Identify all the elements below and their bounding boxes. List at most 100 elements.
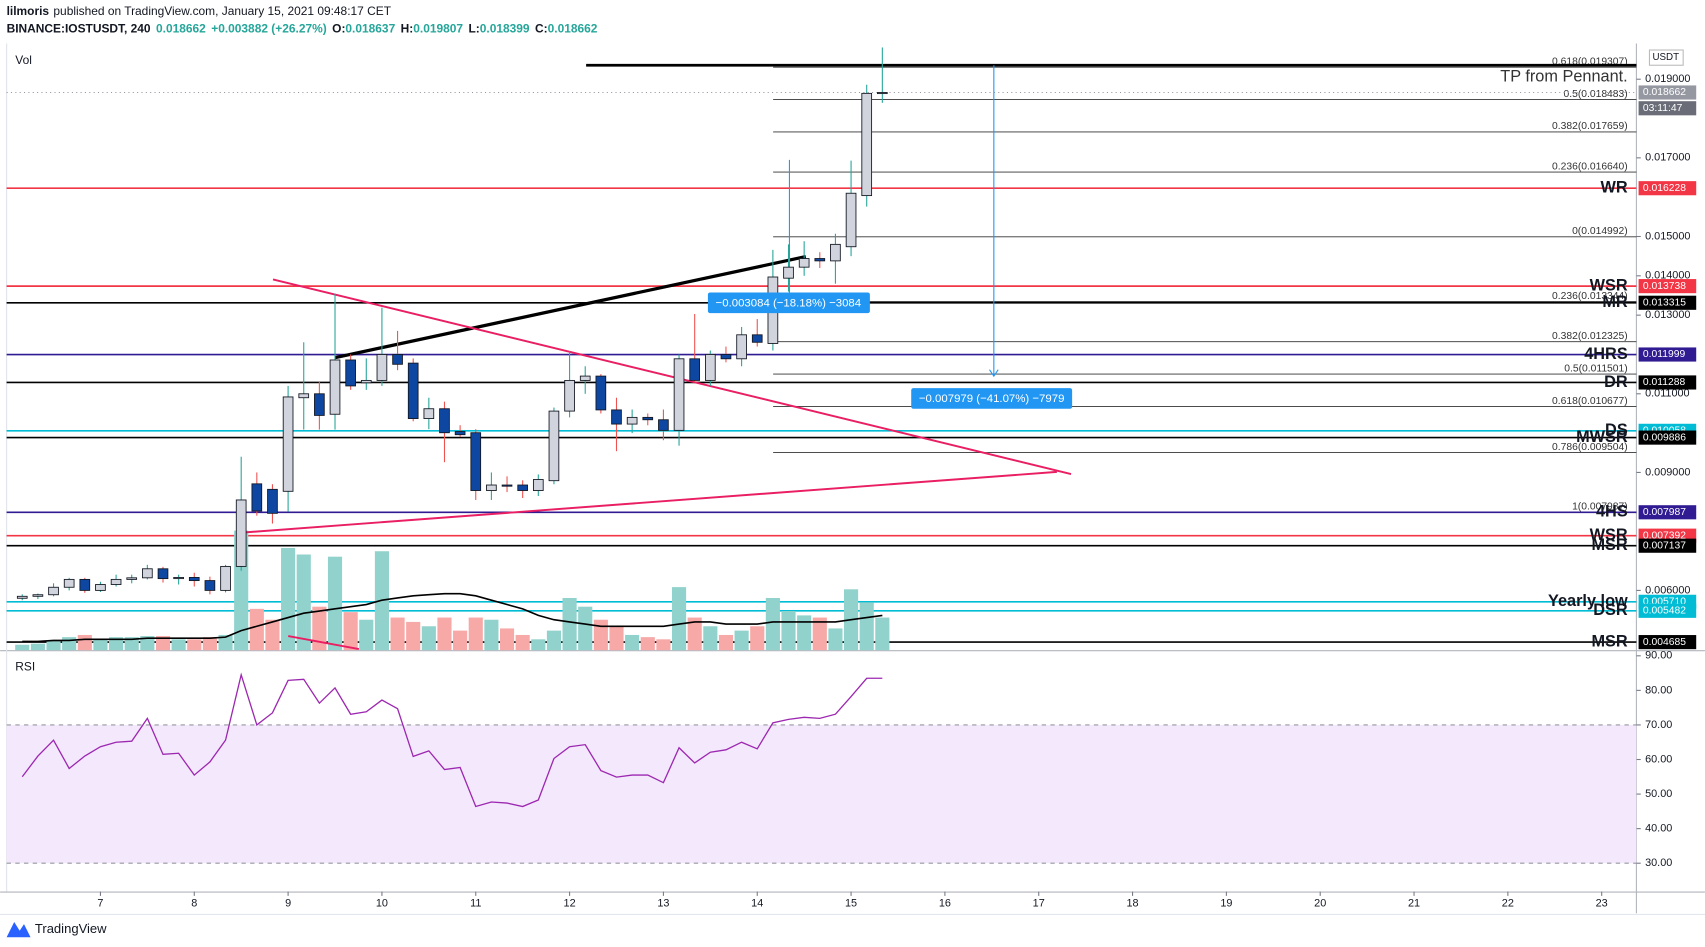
level-name: WSR (1590, 276, 1628, 294)
volume-bar (406, 621, 421, 651)
candle-body (486, 484, 497, 491)
volume-bar (531, 639, 546, 651)
candle-body (439, 408, 450, 434)
candle-body (188, 576, 200, 582)
candle-body (267, 488, 278, 514)
volume-bar (359, 619, 374, 651)
y-tick-label: 0.015000 (1645, 230, 1690, 242)
fib-label: 0.618(0.019307) (1552, 56, 1628, 67)
volume-bar (656, 639, 671, 651)
level-tag-label: 0.007987 (1643, 507, 1686, 518)
fib-label: 0.5(0.018483) (1563, 89, 1627, 100)
logo (6, 921, 31, 938)
candle-body (95, 584, 106, 591)
level-tag (1638, 181, 1697, 196)
level-tag-label: 0.013315 (1643, 297, 1686, 308)
candle-body (392, 354, 403, 365)
trend-line (288, 635, 360, 651)
y-tick-label: 50.00 (1645, 788, 1672, 800)
fib-label: 0.236(0.016640) (1552, 161, 1628, 172)
header-line: lilmoris published on TradingView.com, Ja… (7, 4, 392, 18)
candle-body (235, 499, 247, 567)
ohlc-value: 0.019807 (413, 22, 463, 36)
volume-bar (468, 617, 483, 651)
volume-bar (484, 619, 499, 651)
annotation: TP from Pennant. (1500, 68, 1627, 86)
fib-label: 0.382(0.012325) (1552, 331, 1628, 342)
x-tick-label: 18 (1127, 897, 1139, 909)
unit-box (1648, 49, 1684, 66)
y-tick-label: 0.017000 (1645, 152, 1690, 164)
level-tag-label: 0.013738 (1643, 281, 1686, 292)
candle-body (532, 479, 544, 491)
candle-body (282, 396, 294, 492)
level-tag-label: 0.016228 (1643, 183, 1686, 194)
volume-bar (187, 639, 202, 651)
level-name: DR (1604, 373, 1628, 391)
published: published on TradingView.com, January 15… (53, 4, 391, 18)
level-tag-label: 0.011288 (1643, 377, 1686, 388)
candle-body (736, 334, 747, 360)
last-price-label: 0.018662 (1643, 87, 1686, 98)
x-tick-label: 22 (1502, 897, 1514, 909)
volume-bar (687, 617, 702, 651)
candle-body (360, 379, 372, 384)
volume-bar (797, 615, 812, 651)
volume-bar (30, 643, 45, 651)
y-tick-label: 0.011000 (1645, 388, 1690, 400)
symbol: BINANCE:IOSTUSDT, 240 (7, 22, 151, 36)
candle-body (314, 393, 325, 416)
measure-arrow (989, 369, 999, 378)
level-name: MSR (1591, 536, 1627, 554)
x-tick-label: 20 (1314, 897, 1326, 909)
candle-body (814, 258, 826, 262)
candle-body (142, 568, 153, 579)
volume-bar (499, 628, 515, 651)
candle-body (454, 431, 466, 436)
candle-body (407, 362, 419, 420)
volume-bar (828, 628, 843, 651)
candle-body (877, 92, 888, 95)
candle-body (329, 359, 341, 415)
y-tick-label: 0.013000 (1645, 309, 1690, 321)
volume-bar (640, 637, 655, 651)
candle-body (220, 565, 231, 591)
price-axis-bg (1636, 43, 1705, 914)
drawings (240, 63, 1637, 651)
volume-bar (296, 554, 311, 651)
trend-line (240, 470, 1057, 534)
volume-bar (93, 639, 108, 651)
candle-body (611, 409, 622, 425)
pane-title: RSI (15, 660, 35, 674)
candle-body (470, 432, 482, 491)
trend-line (272, 278, 1072, 475)
volume-bar (124, 637, 139, 651)
volume-bar (609, 626, 624, 651)
y-tick-label: 90.00 (1645, 650, 1672, 662)
volume-bar (140, 636, 155, 651)
volume-bar (812, 617, 827, 651)
candle-body (517, 484, 528, 491)
x-tick-label: 9 (285, 897, 291, 909)
level-name: MSR (1591, 632, 1627, 650)
candle-body (689, 358, 701, 381)
level-tag (1638, 603, 1697, 618)
x-tick-label: 7 (97, 897, 103, 909)
volume-bar (703, 626, 718, 651)
level-name: Yearly low (1548, 592, 1628, 610)
countdown: 03:11:47 (1643, 103, 1683, 114)
countdown-tag (1638, 101, 1697, 116)
candle-body (157, 568, 169, 580)
level-tag (1638, 538, 1697, 553)
candle-body (861, 92, 873, 197)
candle-body (251, 483, 263, 512)
candle-body (642, 416, 654, 421)
ohlc-label: O: (332, 22, 345, 36)
level-name: WSR (1590, 526, 1628, 544)
volume-bar (77, 634, 92, 651)
volume-bar (593, 619, 608, 651)
ohlc-label: H: (401, 22, 414, 36)
volume-bar (578, 606, 593, 651)
measure-box (911, 388, 1073, 409)
